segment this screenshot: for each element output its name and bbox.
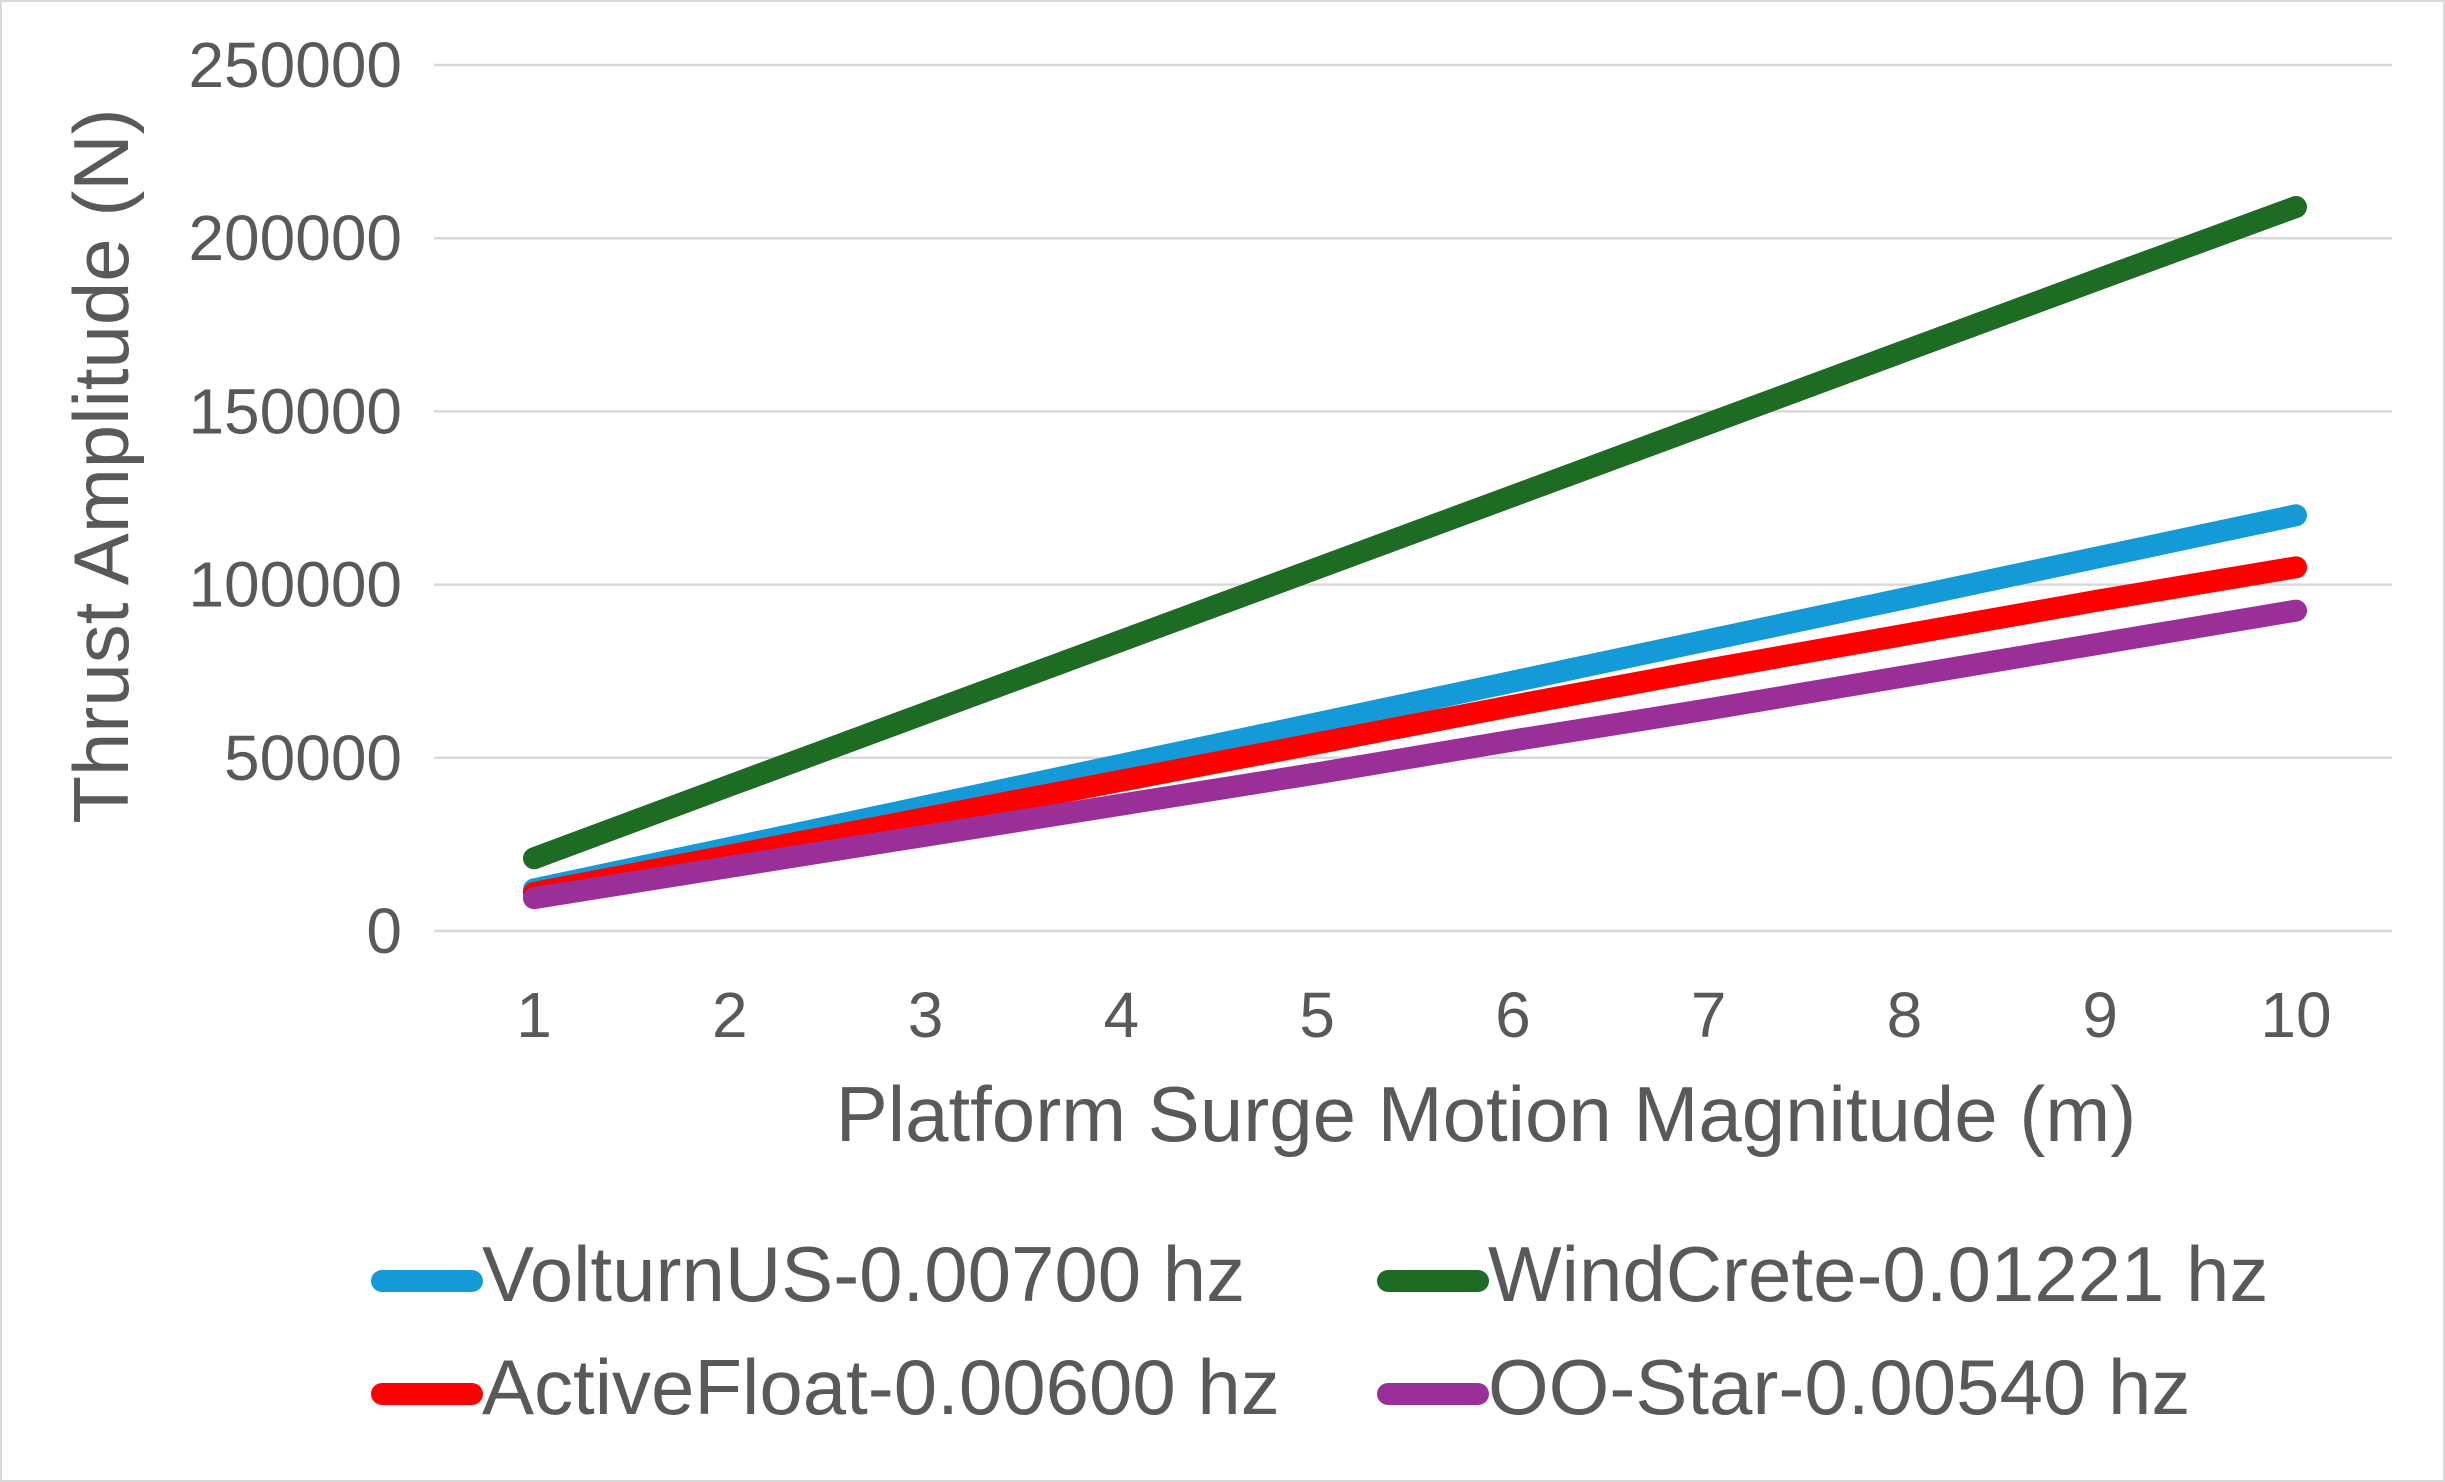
legend-item: WindCrete-0.01221 hz — [1377, 1230, 2268, 1318]
x-axis-ticks: 1 2 3 4 5 6 7 8 9 10 — [516, 979, 2331, 1051]
x-tick-label: 9 — [2082, 979, 2118, 1051]
y-axis-title: Thrust Amplitude (N) — [57, 108, 145, 823]
x-tick-label: 6 — [1495, 979, 1531, 1051]
series-line — [523, 556, 2307, 904]
legend: VolturnUS-0.00700 hz WindCrete-0.01221 h… — [371, 1230, 2268, 1431]
x-tick-label: 1 — [516, 979, 552, 1051]
x-tick-label: 5 — [1299, 979, 1335, 1051]
y-tick-label: 0 — [366, 895, 402, 967]
legend-label: VolturnUS-0.00700 hz — [482, 1230, 1245, 1318]
plot-area — [523, 196, 2307, 910]
x-tick-label: 8 — [1887, 979, 1923, 1051]
y-tick-label: 150000 — [188, 375, 402, 447]
legend-label: ActiveFloat-0.00600 hz — [482, 1343, 1280, 1431]
x-tick-label: 3 — [908, 979, 944, 1051]
y-axis-ticks: 0 50000 100000 150000 200000 250000 — [188, 29, 402, 967]
legend-label: OO-Star-0.00540 hz — [1488, 1343, 2190, 1431]
x-axis-title: Platform Surge Motion Magnitude (m) — [836, 1070, 2137, 1158]
series-line — [523, 599, 2307, 910]
legend-item: OO-Star-0.00540 hz — [1377, 1343, 2190, 1431]
y-tick-label: 200000 — [188, 202, 402, 274]
legend-label: WindCrete-0.01221 hz — [1488, 1230, 2268, 1318]
y-tick-label: 50000 — [224, 722, 402, 794]
legend-item: VolturnUS-0.00700 hz — [371, 1230, 1245, 1318]
series-line — [523, 196, 2307, 870]
x-tick-label: 10 — [2260, 979, 2331, 1051]
x-tick-label: 7 — [1691, 979, 1727, 1051]
y-tick-label: 250000 — [188, 29, 402, 101]
gridlines — [434, 63, 2392, 933]
legend-item: ActiveFloat-0.00600 hz — [371, 1343, 1280, 1431]
y-tick-label: 100000 — [188, 549, 402, 621]
x-tick-label: 2 — [712, 979, 748, 1051]
x-tick-label: 4 — [1104, 979, 1140, 1051]
